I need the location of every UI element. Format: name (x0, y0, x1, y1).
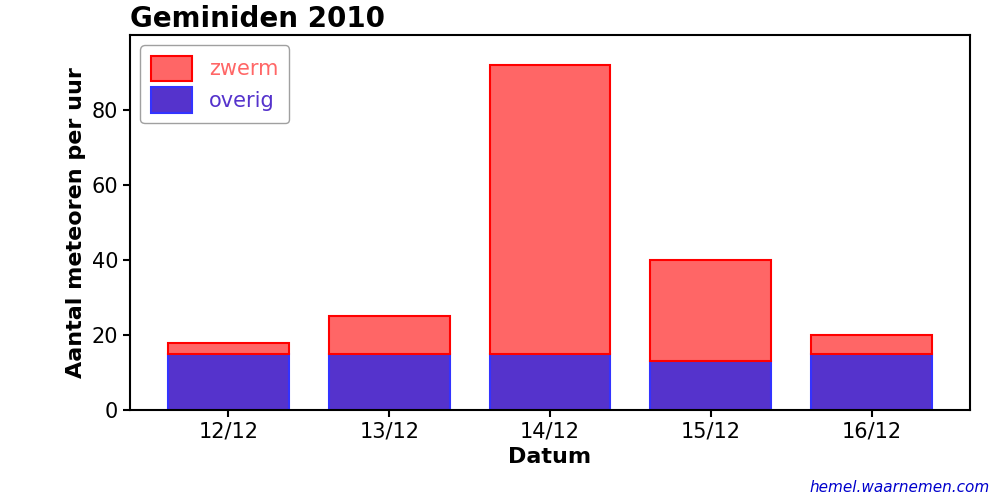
Bar (329, 354, 450, 410)
Bar (329, 316, 450, 354)
Bar (490, 354, 610, 410)
Legend: zwerm, overig: zwerm, overig (140, 46, 289, 124)
Bar (168, 354, 289, 410)
Bar (168, 342, 289, 354)
Text: hemel.waarnemen.com: hemel.waarnemen.com (810, 480, 990, 495)
Bar (650, 361, 771, 410)
Text: Geminiden 2010: Geminiden 2010 (130, 4, 385, 32)
X-axis label: Datum: Datum (508, 448, 592, 468)
Bar (650, 260, 771, 361)
Bar (811, 335, 932, 354)
Bar (490, 65, 610, 354)
Bar (811, 354, 932, 410)
Y-axis label: Aantal meteoren per uur: Aantal meteoren per uur (66, 67, 86, 378)
